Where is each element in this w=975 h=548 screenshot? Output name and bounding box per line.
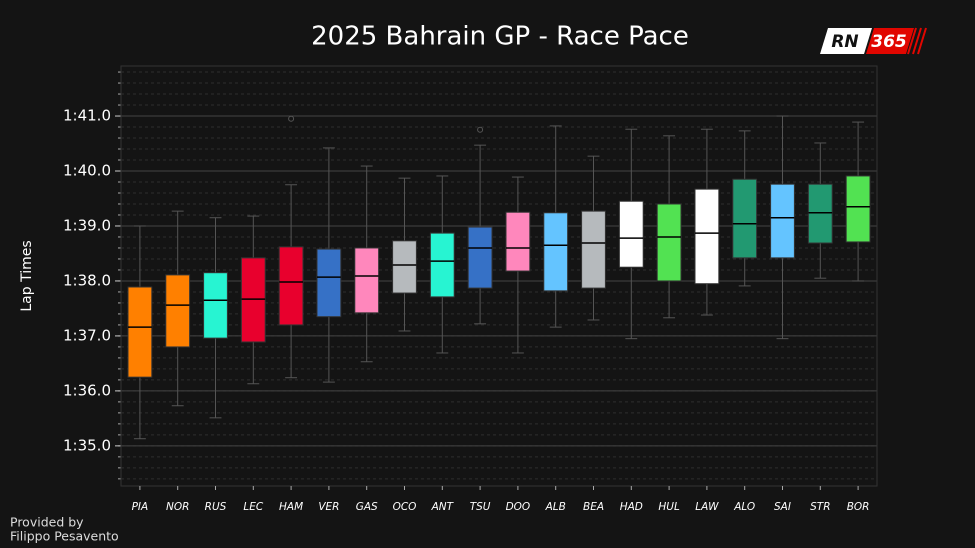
box (732, 178, 758, 259)
credit: Provided by (10, 515, 84, 530)
plot-frame (120, 65, 878, 487)
y-tick-label: 1:39.0 (63, 216, 111, 234)
box (807, 183, 833, 244)
y-tick-label: 1:37.0 (63, 326, 111, 344)
logo-left-shape (820, 28, 872, 54)
logo-right-shape (866, 28, 914, 54)
logo-left: RN (831, 32, 858, 52)
x-tick-label: VER (318, 501, 339, 513)
y-axis-label: Lap Times (19, 240, 35, 311)
credit: Filippo Pesavento (10, 529, 119, 544)
box (467, 226, 493, 289)
box (354, 247, 380, 314)
flier (477, 126, 484, 133)
x-tick-label: RUS (205, 501, 227, 513)
box (845, 175, 871, 243)
box (770, 183, 795, 259)
y-tick-label: 1:41.0 (63, 107, 111, 125)
box (392, 240, 417, 294)
x-tick-label: ANT (431, 501, 455, 513)
box (429, 232, 455, 298)
box (127, 286, 153, 378)
x-tick-label: OCO (393, 501, 417, 513)
logo-stripe (912, 27, 922, 55)
logo-stripe (907, 27, 917, 55)
x-tick-label: HAD (620, 501, 643, 513)
x-tick-label: LAW (695, 501, 719, 513)
x-tick-label: BOR (847, 501, 870, 513)
box (543, 212, 569, 292)
chart-title: 2025 Bahrain GP - Race Pace (311, 22, 689, 52)
y-tick-label: 1:36.0 (63, 381, 111, 399)
x-tick-label: ALO (733, 501, 755, 513)
box (505, 211, 531, 272)
x-tick-label: GAS (356, 501, 378, 513)
box (618, 200, 644, 268)
logo-right: 365 (871, 32, 907, 52)
x-tick-label: NOR (166, 501, 189, 513)
box (656, 203, 682, 282)
x-tick-label: LEC (243, 501, 263, 513)
box (694, 188, 720, 285)
x-tick-label: BEA (583, 501, 604, 513)
logo-stripe (917, 27, 927, 55)
x-tick-label: TSU (470, 501, 491, 513)
x-tick-label: STR (810, 501, 830, 513)
y-tick-label: 1:35.0 (63, 436, 111, 454)
x-tick-label: PIA (132, 501, 149, 513)
x-tick-label: SAI (774, 501, 791, 513)
x-tick-label: ALB (545, 501, 566, 513)
box (278, 246, 304, 326)
box (240, 257, 266, 343)
logo: RN 365 (820, 27, 927, 55)
y-tick-label: 1:38.0 (63, 271, 111, 289)
box (581, 210, 606, 289)
box (316, 248, 342, 318)
x-tick-label: HUL (658, 501, 680, 513)
box (203, 272, 228, 339)
y-tick-label: 1:40.0 (63, 162, 111, 180)
flier (288, 115, 295, 122)
box (165, 274, 191, 348)
x-tick-label: HAM (279, 501, 303, 513)
x-tick-label: DOO (506, 501, 531, 513)
